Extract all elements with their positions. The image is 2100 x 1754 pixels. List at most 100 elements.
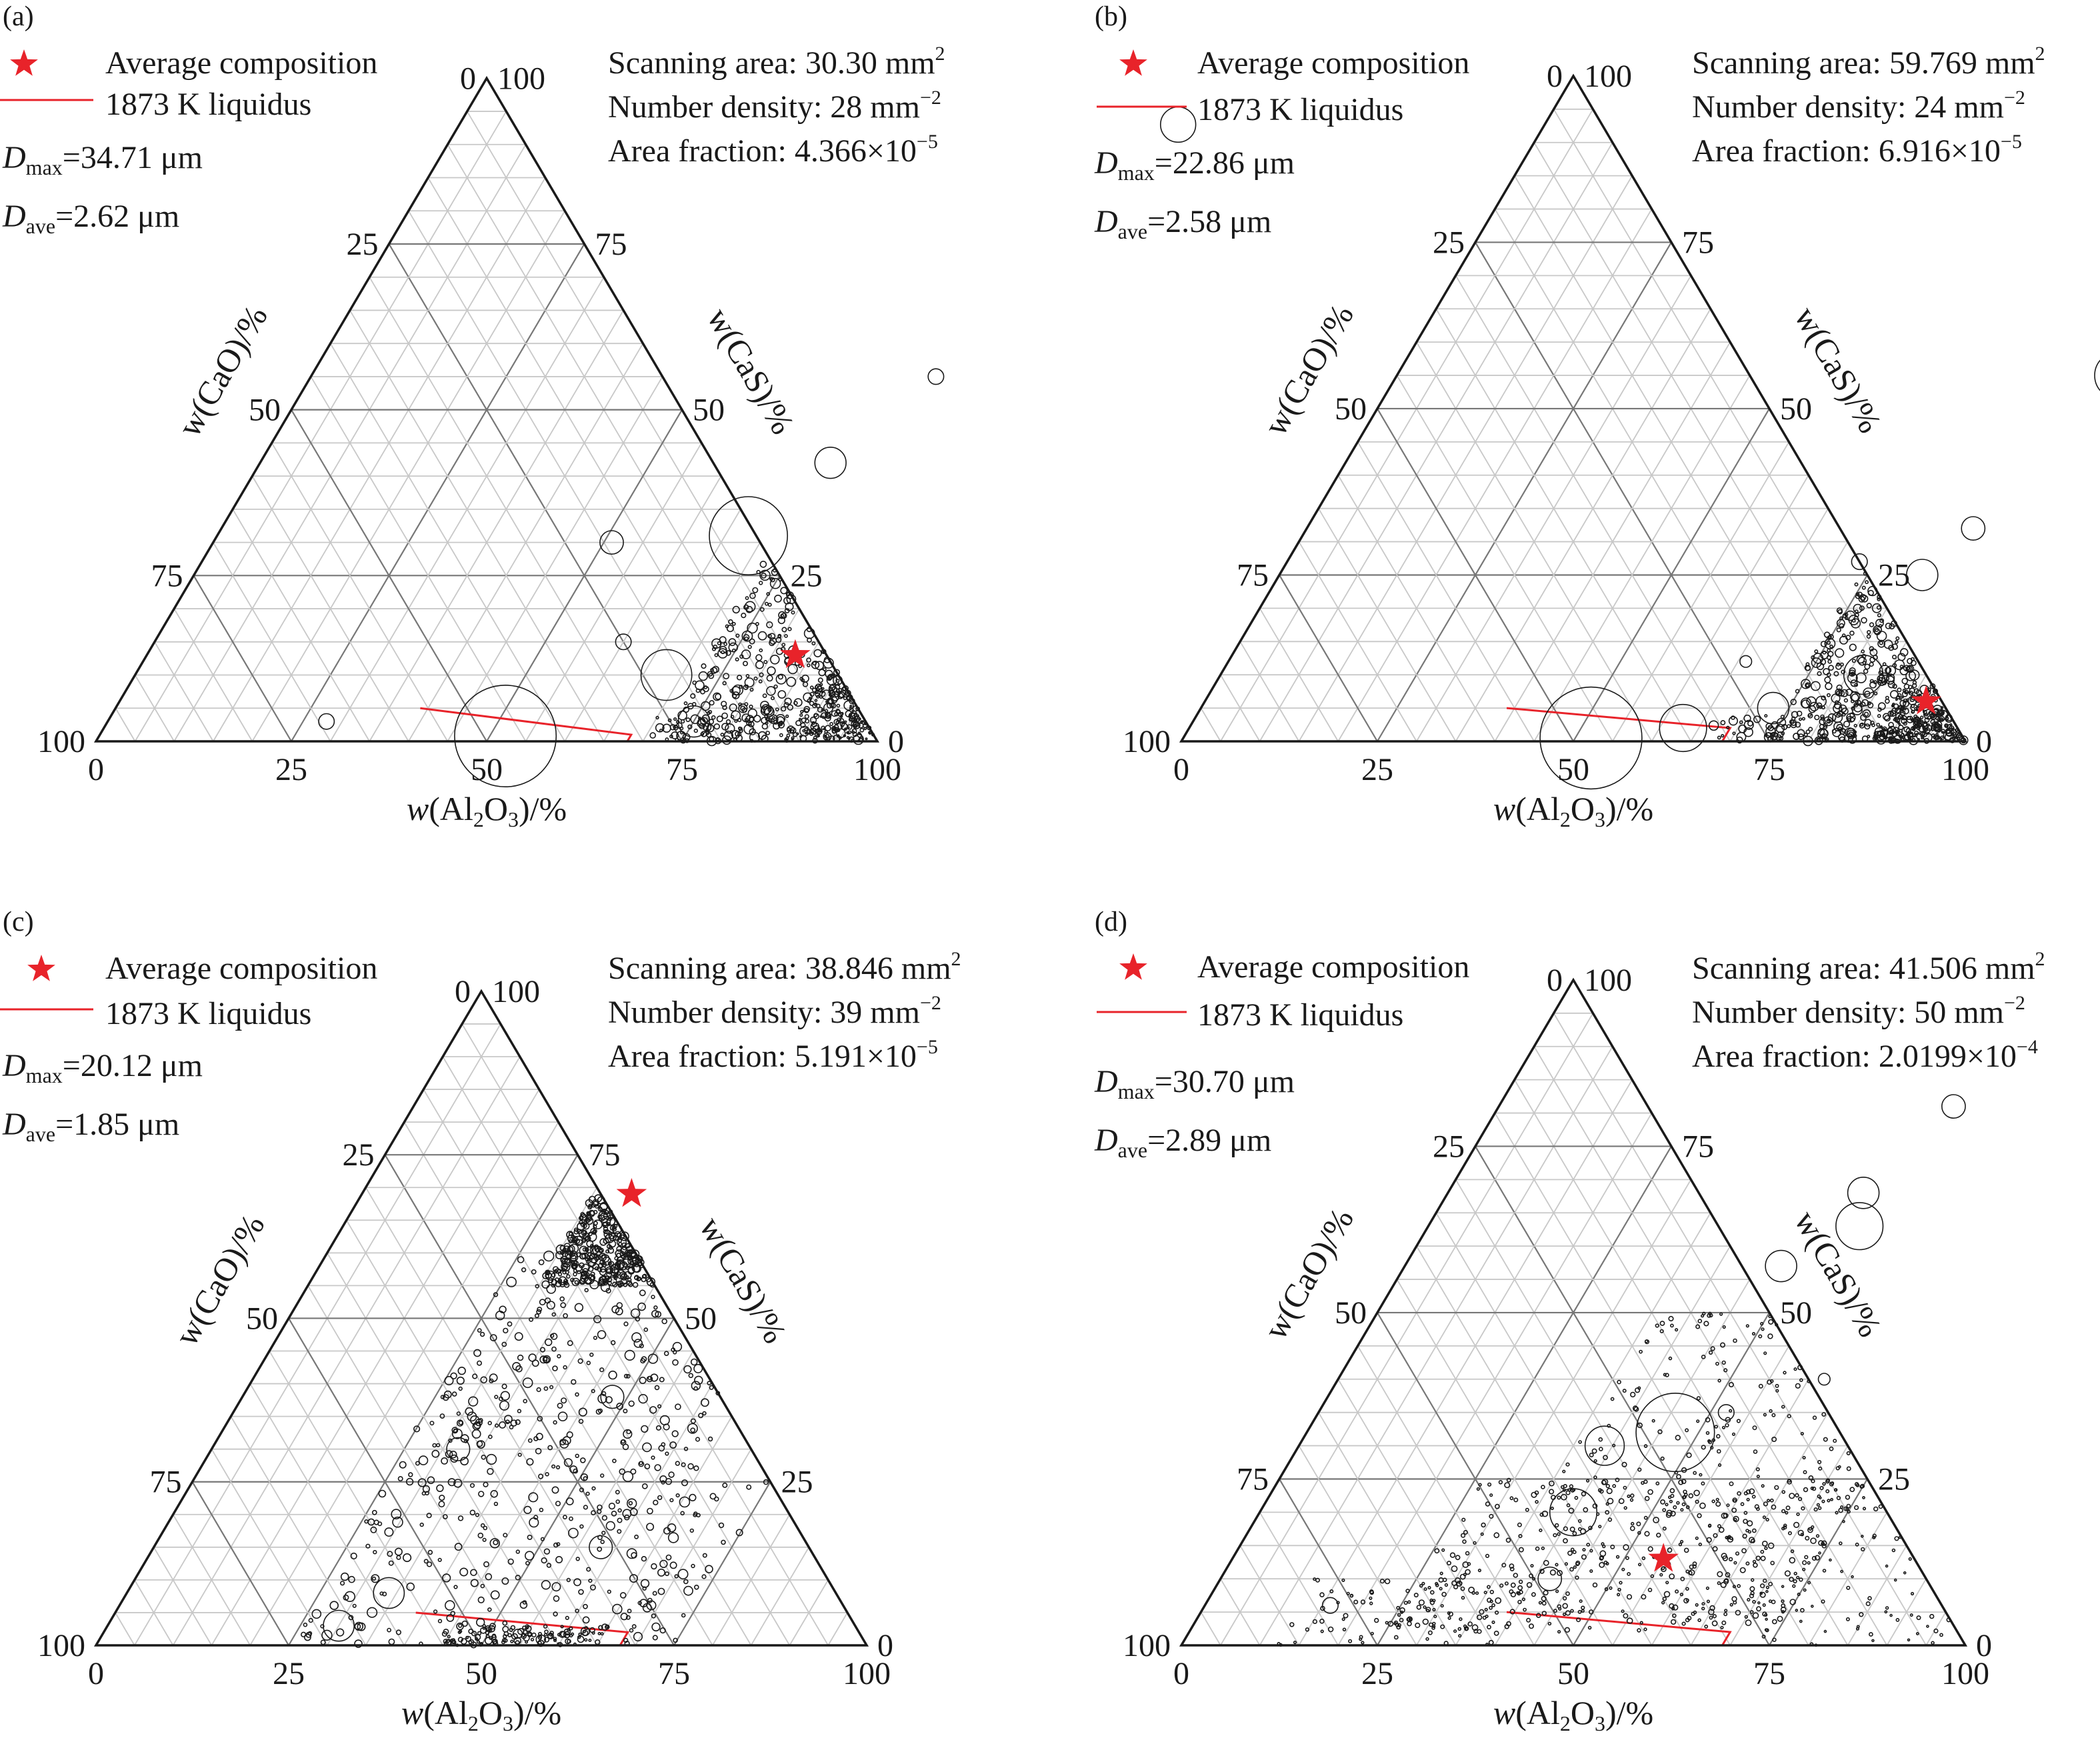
inclusion-point (437, 1557, 442, 1562)
grid-line (345, 1219, 598, 1646)
inclusion-point (562, 1263, 571, 1272)
inclusion-point (672, 1350, 677, 1355)
inclusion-point (500, 1391, 510, 1401)
inclusion-point (1771, 1413, 1776, 1417)
inclusion-point (1721, 1620, 1727, 1625)
inclusion-point (1753, 715, 1761, 723)
inclusion-point (743, 661, 749, 667)
grid-line (1220, 1013, 1594, 1646)
inclusion-point (838, 691, 845, 698)
inclusion-point (627, 1609, 632, 1613)
inclusion-point (417, 1478, 427, 1487)
inclusion-point (1944, 723, 1949, 729)
inclusion-point (1636, 1521, 1641, 1527)
inclusion-point (1812, 1415, 1817, 1420)
inclusion-point (1547, 1621, 1552, 1626)
inclusion-point (1761, 1540, 1768, 1547)
inclusion-point (523, 1399, 528, 1403)
inclusion-point (617, 1283, 623, 1288)
inclusion-point (1789, 1493, 1795, 1499)
inclusion-point (1359, 1635, 1363, 1639)
inclusion-point (1799, 1577, 1803, 1582)
inclusion-point (821, 691, 824, 694)
inclusion-point (560, 1257, 565, 1263)
inclusion-point (494, 1423, 499, 1428)
inclusion-point (522, 1600, 527, 1605)
inclusion-point (573, 1578, 581, 1587)
inclusion-point (1403, 1601, 1408, 1605)
inclusion-point (1822, 1482, 1826, 1486)
inclusion-point (1941, 731, 1945, 734)
inclusion-point (1393, 1635, 1399, 1640)
inclusion-point (1785, 1505, 1791, 1511)
inclusion-point (1874, 731, 1882, 739)
inclusion-point (549, 1633, 553, 1637)
inclusion-point (1539, 686, 1643, 790)
inclusion-point (1605, 1483, 1611, 1489)
inclusion-point (818, 683, 821, 687)
inclusion-point (1581, 1609, 1585, 1613)
inclusion-point (1888, 645, 1895, 651)
inclusion-point (1861, 617, 1867, 624)
inclusion-point (576, 1252, 581, 1257)
inclusion-point (835, 728, 846, 739)
inclusion-point (629, 1256, 639, 1266)
inclusion-point (1799, 1378, 1803, 1382)
inclusion-point (1934, 721, 1943, 729)
inclusion-point (601, 1254, 606, 1259)
inclusion-point (815, 690, 819, 694)
inclusion-point (746, 720, 752, 727)
inclusion-point (1910, 718, 1913, 721)
inclusion-point (731, 710, 741, 721)
inclusion-point (1859, 1612, 1864, 1617)
inclusion-point (1627, 1494, 1631, 1498)
inclusion-point (1517, 1585, 1523, 1591)
inclusion-point (1587, 1625, 1592, 1630)
inclusion-point (1949, 737, 1956, 743)
inclusion-point (1817, 671, 1822, 677)
inclusion-point (1692, 1564, 1697, 1569)
inclusion-point (1487, 1482, 1492, 1487)
inclusion-point (1793, 1579, 1797, 1584)
inclusion-point (557, 1279, 562, 1284)
inclusion-point (1709, 1605, 1715, 1611)
inclusion-point (837, 683, 840, 687)
inclusion-point (1781, 1599, 1785, 1603)
inclusion-point (539, 1635, 543, 1639)
inclusion-point (1315, 1577, 1321, 1583)
inclusion-point (396, 1555, 401, 1560)
inclusion-point (1460, 1586, 1465, 1591)
inclusion-point (1741, 1548, 1747, 1553)
inclusion-point (1904, 733, 1911, 741)
inclusion-point (652, 1591, 657, 1596)
inclusion-point (653, 1499, 659, 1506)
inclusion-point (1816, 702, 1823, 709)
inclusion-point (1808, 1475, 1814, 1481)
inclusion-point (1708, 1609, 1715, 1615)
inclusion-point (1737, 1491, 1741, 1496)
inclusion-point (1535, 1500, 1539, 1504)
inclusion-point (615, 1489, 620, 1495)
inclusion-point (1483, 1591, 1487, 1595)
inclusion-point (651, 1622, 661, 1632)
inclusion-point (1854, 1482, 1859, 1487)
inclusion-point (680, 719, 685, 724)
tick-label-left: 75 (1237, 1461, 1269, 1497)
inclusion-point (547, 1445, 553, 1451)
inclusion-point (1961, 516, 1986, 541)
inclusion-point (574, 1280, 579, 1285)
inclusion-point (598, 1625, 603, 1631)
inclusion-point (709, 496, 788, 575)
area-fraction-text: Area fraction: 5.191×10−5 (608, 1036, 938, 1074)
inclusion-point (1795, 1493, 1799, 1498)
inclusion-point (852, 731, 858, 737)
inclusion-point (1565, 1591, 1570, 1596)
inclusion-point (823, 667, 827, 671)
inclusion-point (721, 723, 729, 731)
inclusion-point (565, 1638, 571, 1645)
inclusion-point (1810, 1486, 1815, 1491)
inclusion-point (696, 1513, 701, 1518)
inclusion-point (589, 1584, 596, 1591)
inclusion-point (521, 1267, 527, 1273)
inclusion-point (601, 1215, 611, 1227)
